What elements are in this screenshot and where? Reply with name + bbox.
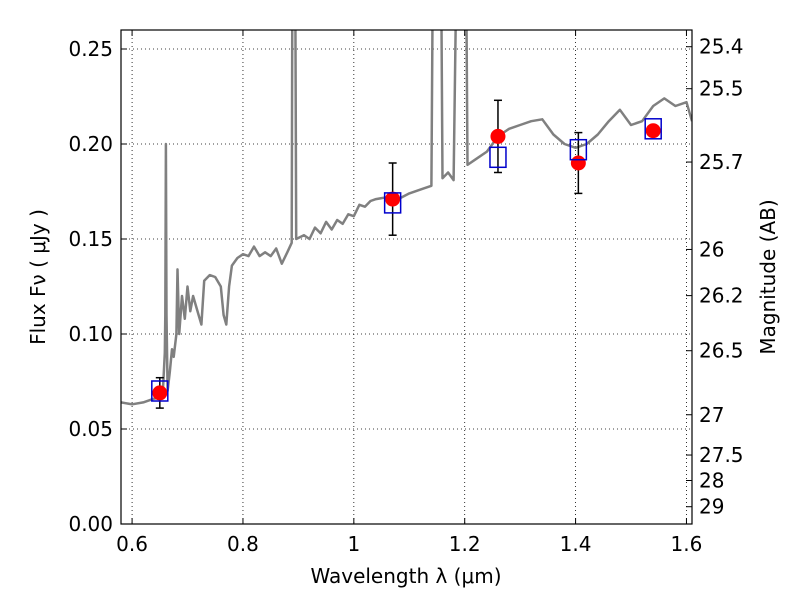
magnitude-tick-label: 25.5: [699, 77, 744, 101]
model-box: [383, 192, 402, 214]
observed-point: [152, 385, 168, 401]
photometry-layer: [151, 99, 662, 409]
magnitude-tick-label: 26.5: [699, 339, 744, 363]
spectrum-line: [121, 30, 692, 406]
y-tick-label: 0.25: [68, 37, 113, 61]
y-tick-label: 0.15: [68, 227, 113, 251]
model-box: [569, 138, 588, 161]
observed-point: [645, 123, 661, 139]
y-tick-label: 0.20: [68, 132, 113, 156]
y-tick-label: 0.00: [68, 512, 113, 536]
observed-point: [570, 155, 586, 171]
x-tick-label: 0.6: [116, 532, 148, 556]
observed-point: [385, 191, 401, 207]
magnitude-tick-label: 29: [699, 495, 724, 519]
right-axis-label: Magnitude (AB): [756, 199, 780, 354]
magnitude-tick-label: 27.5: [699, 443, 744, 467]
observed-point: [490, 128, 506, 144]
x-tick-label: 0.8: [227, 532, 259, 556]
plot-frame: [120, 29, 693, 525]
magnitude-tick-label: 25.4: [699, 35, 744, 59]
x-tick-label: 1.6: [671, 532, 703, 556]
y-axis-label: Flux Fν ( μJy ): [26, 209, 50, 345]
x-tick-label: 1: [347, 532, 360, 556]
magnitude-tick-label: 26.2: [699, 284, 744, 308]
y-tick-label: 0.10: [68, 322, 113, 346]
model-box: [489, 146, 507, 169]
y-tick-label: 0.05: [68, 417, 113, 441]
magnitude-tick-label: 26: [699, 237, 724, 261]
model-box: [644, 118, 662, 140]
axis-ticks: 0.6 0.8 1 1.2 1.4 1.6 0.00 0.05 0.10 0.15 0.20 0.25…: [68, 30, 744, 556]
magnitude-tick-label: 28: [699, 468, 724, 492]
magnitude-tick-label: 27: [699, 403, 724, 427]
model-box: [151, 380, 169, 402]
spectrum-layer: [121, 30, 692, 406]
x-axis-label: Wavelength λ (μm): [310, 564, 501, 588]
x-tick-label: 1.2: [449, 532, 481, 556]
x-tick-label: 1.4: [560, 532, 592, 556]
magnitude-tick-label: 25.7: [699, 150, 744, 174]
